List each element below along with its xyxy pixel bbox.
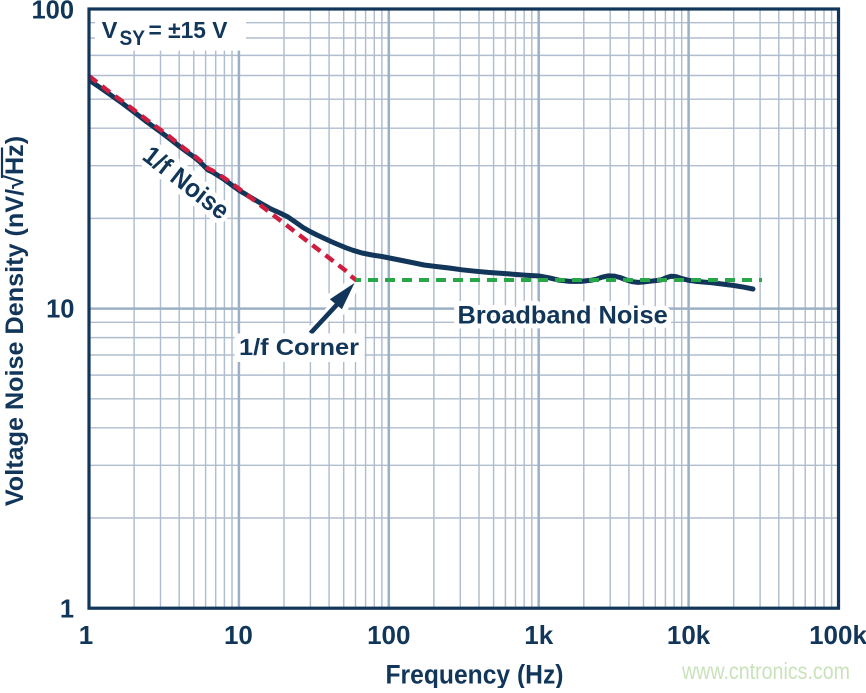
svg-text:1/f Corner: 1/f Corner	[239, 334, 359, 360]
svg-text:SY: SY	[120, 27, 146, 50]
svg-text:1k: 1k	[524, 620, 553, 650]
svg-text:100k: 100k	[809, 620, 866, 650]
svg-text:100: 100	[31, 0, 74, 25]
svg-text:V: V	[102, 17, 118, 43]
svg-text:100: 100	[367, 620, 410, 650]
svg-text:1: 1	[79, 620, 93, 650]
svg-text:Frequency (Hz): Frequency (Hz)	[386, 660, 564, 689]
svg-text:1: 1	[60, 596, 74, 624]
svg-text:10k: 10k	[667, 620, 711, 650]
svg-text:Broadband Noise: Broadband Noise	[458, 301, 668, 329]
svg-text:= ±15 V: = ±15 V	[149, 17, 228, 43]
svg-text:10: 10	[224, 620, 253, 650]
svg-text:Voltage Noise Density (nV/√Hz): Voltage Noise Density (nV/√Hz)	[1, 136, 29, 506]
svg-text:www.cntronics.com: www.cntronics.com	[681, 658, 850, 684]
svg-text:10: 10	[46, 296, 74, 324]
